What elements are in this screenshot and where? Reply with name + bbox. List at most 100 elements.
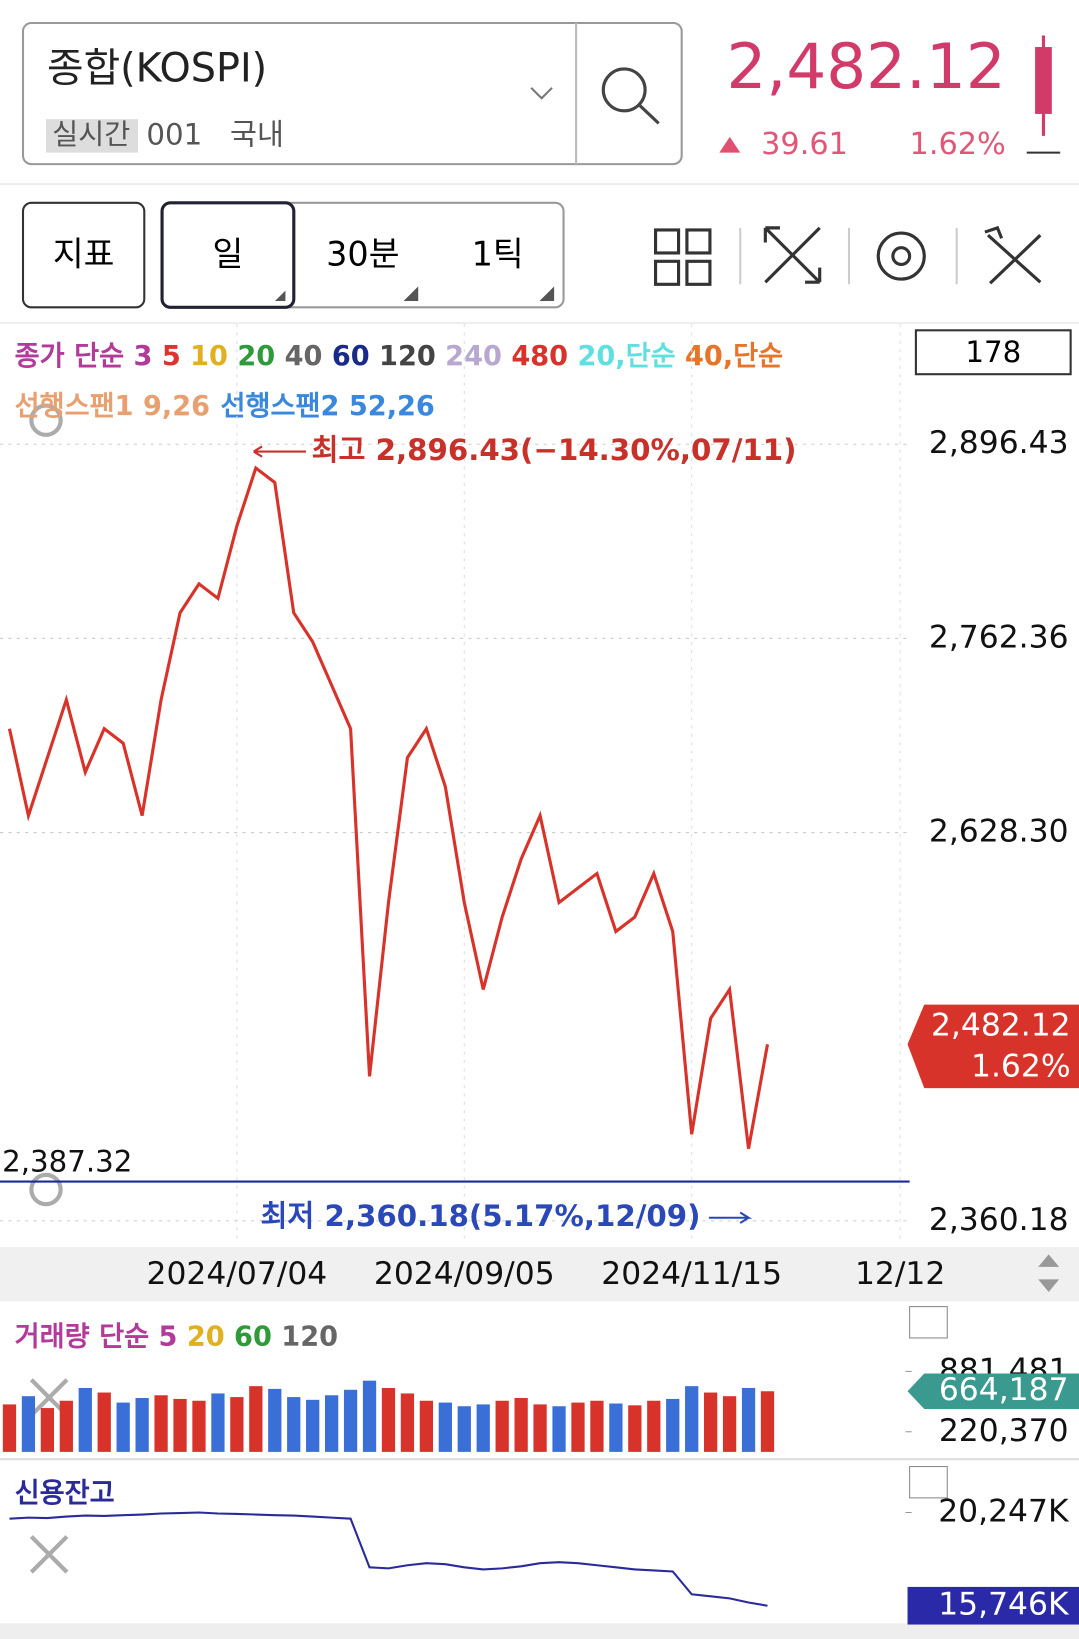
button-label[interactable]: 일 (213, 235, 244, 274)
legend-item: 240 (445, 341, 502, 372)
volume-bar (97, 1392, 111, 1452)
count: 178 (965, 335, 1021, 369)
volume-bar (722, 1396, 737, 1452)
legend-item: 5 (159, 1321, 178, 1352)
volume-bar (647, 1400, 661, 1452)
zoom-icon[interactable] (29, 1172, 63, 1207)
bottom-bar (0, 1623, 1079, 1639)
volume-bar (552, 1406, 566, 1452)
legend-item: 40 (285, 341, 323, 372)
tag-bg (46, 119, 139, 153)
search-box[interactable] (21, 21, 683, 166)
volume-bar (514, 1398, 528, 1452)
volume-bar (704, 1392, 718, 1452)
grid-icon[interactable] (653, 259, 681, 286)
title: 종합(KOSPI) (47, 46, 267, 92)
button-label[interactable]: 30분 (326, 235, 399, 274)
price-tag-value: 2,482.12 (931, 1008, 1071, 1044)
close-icons[interactable] (29, 1378, 69, 1574)
y-tick-label: 220,370 (939, 1413, 1069, 1449)
volume-bar (287, 1397, 301, 1452)
volume-bar (419, 1400, 434, 1452)
up-arrow (719, 136, 741, 153)
volume-bar (306, 1399, 320, 1452)
volume-bar (173, 1398, 187, 1452)
settings-icon-center (891, 246, 912, 267)
volume-bar (78, 1387, 92, 1452)
legend-item: 120 (379, 341, 436, 372)
count-box[interactable] (914, 329, 1072, 376)
legend-item: 40,단순 (685, 341, 783, 372)
credit-tag (907, 1586, 1079, 1625)
code: 001 (146, 117, 202, 151)
legend-item: 5 (162, 341, 181, 372)
grid-icon[interactable] (685, 228, 712, 255)
dropdown-arrow[interactable] (530, 87, 553, 100)
volume-bar (495, 1400, 509, 1452)
mini-candle (1035, 47, 1052, 114)
grid-icon[interactable] (685, 259, 712, 286)
button[interactable] (21, 201, 146, 309)
credit-tag-value: 15,746K (938, 1587, 1070, 1623)
legend-item: 선행스팬2 52,26 (221, 391, 435, 422)
x-tick-label: 2024/11/15 (601, 1256, 782, 1292)
settings-icon[interactable] (876, 231, 926, 281)
volume-bar (116, 1402, 130, 1452)
volume-tag-value: 664,187 (939, 1372, 1069, 1408)
legend-item: 120 (281, 1321, 338, 1352)
zoom-icons (29, 403, 69, 1574)
price-line (7, 465, 770, 1150)
volume-bar (40, 1408, 55, 1452)
market: 국내 (230, 117, 284, 151)
legend-item: 선행스팬1 9,26 (15, 391, 210, 422)
scroll-arrows[interactable] (1038, 1254, 1060, 1292)
change-pct: 1.62% (910, 127, 1006, 162)
volume-bar (741, 1387, 756, 1452)
reference-label: 2,387.32 (2, 1144, 132, 1178)
volume-bar (21, 1396, 36, 1452)
grid-icon[interactable] (653, 228, 681, 255)
volume-bar (343, 1389, 358, 1452)
volume-bar (666, 1398, 680, 1452)
tools-icon[interactable] (984, 225, 1042, 285)
volume-bar (2, 1404, 17, 1452)
date-band (0, 1247, 1079, 1302)
low-annotation: 최저 2,360.18(5.17%,12/09) (260, 1199, 700, 1233)
button-label[interactable]: 1틱 (472, 235, 524, 274)
volume-bar (685, 1386, 699, 1452)
search-icon[interactable] (601, 67, 647, 113)
legend-item: 20 (237, 341, 275, 372)
menu-icon[interactable] (909, 1466, 948, 1499)
legend-item: 10 (190, 341, 228, 372)
x-tick-label: 12/12 (855, 1256, 945, 1292)
menu-icon[interactable] (909, 1306, 948, 1339)
button-selected[interactable] (160, 201, 296, 309)
button-label[interactable]: 지표 (53, 235, 115, 274)
toolbar-icons (653, 225, 1042, 286)
volume-bar (192, 1400, 206, 1452)
panel-title: 신용잔고 (15, 1478, 115, 1509)
price-tag-pct: 1.62% (971, 1048, 1071, 1084)
volume-bar (211, 1393, 225, 1452)
y-tick-label: 2,896.43 (929, 425, 1069, 461)
legend-item: 60 (332, 341, 370, 372)
expand-icon[interactable] (763, 226, 822, 284)
y-tick-label: 2,628.30 (929, 814, 1069, 850)
legend-item: 20,단순 (577, 341, 675, 372)
credit-line (9, 1511, 768, 1607)
low-arrow (708, 1211, 753, 1224)
volume-bar (609, 1403, 623, 1452)
volume-bar (438, 1402, 452, 1452)
volume-bar (268, 1388, 282, 1452)
volume-bar (571, 1402, 585, 1452)
y-tick-label: 2,762.36 (929, 619, 1069, 655)
x-tick-label: 2024/07/04 (146, 1256, 327, 1292)
volume-bar (325, 1395, 339, 1452)
x-tick-label: 2024/09/05 (374, 1256, 555, 1292)
zoom-icon[interactable] (29, 403, 63, 437)
volume-bar (590, 1400, 604, 1452)
volume-bar (533, 1404, 547, 1452)
volume-tag (907, 1373, 1079, 1410)
